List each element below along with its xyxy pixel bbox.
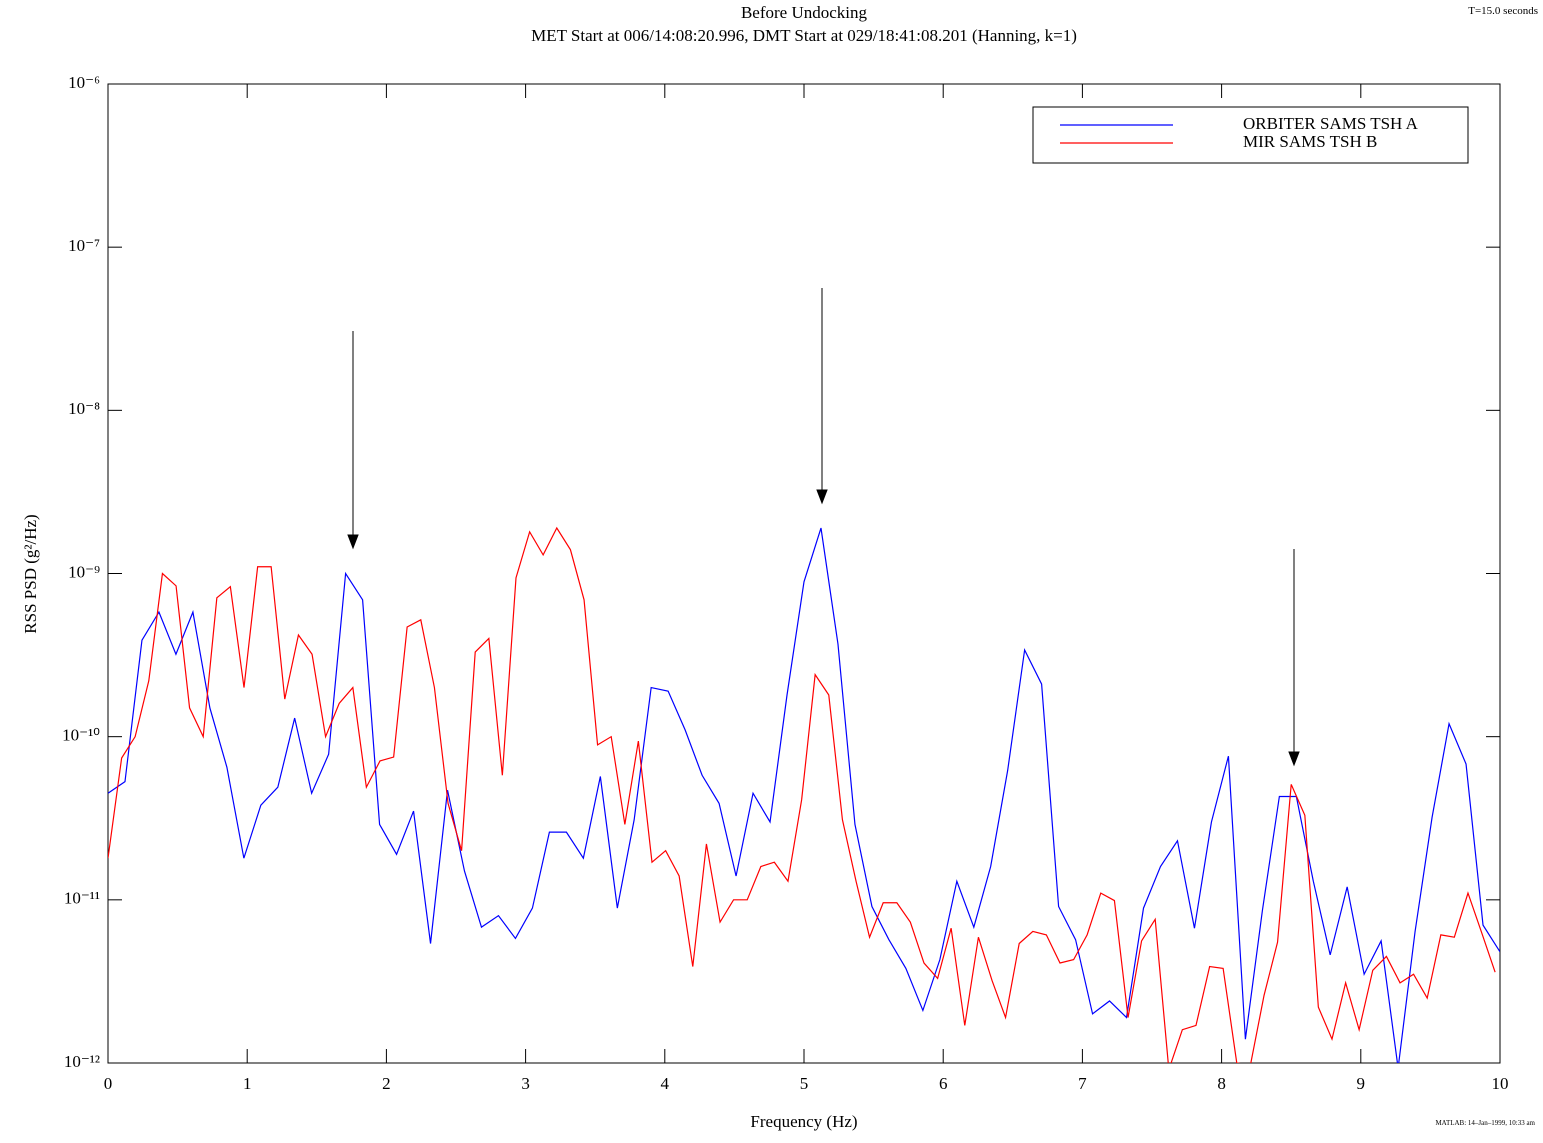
x-tick-label: 2 bbox=[382, 1074, 391, 1093]
legend-box bbox=[1032, 106, 1469, 164]
plot-frame bbox=[107, 83, 1501, 1064]
x-tick-label: 4 bbox=[661, 1074, 670, 1093]
x-tick-label: 0 bbox=[104, 1074, 113, 1093]
y-tick-label: 10⁻¹⁰ bbox=[62, 726, 100, 745]
x-tick-label: 7 bbox=[1078, 1074, 1087, 1093]
x-tick-label: 9 bbox=[1357, 1074, 1366, 1093]
chart-title: Before Undocking bbox=[741, 3, 868, 22]
legend-label: MIR SAMS TSH B bbox=[1243, 132, 1377, 151]
x-axis-label: Frequency (Hz) bbox=[750, 1112, 857, 1131]
y-tick-label: 10⁻⁸ bbox=[68, 399, 100, 418]
x-tick-label: 3 bbox=[521, 1074, 530, 1093]
x-tick-label: 8 bbox=[1217, 1074, 1226, 1093]
y-tick-label: 10⁻¹² bbox=[64, 1052, 100, 1071]
x-tick-label: 6 bbox=[939, 1074, 948, 1093]
corner-note: T=15.0 seconds bbox=[1468, 5, 1538, 17]
y-tick-label: 10⁻⁷ bbox=[68, 236, 100, 255]
chart-subtitle: MET Start at 006/14:08:20.996, DMT Start… bbox=[531, 26, 1077, 45]
plot-area bbox=[108, 526, 1500, 1063]
series-line bbox=[108, 526, 1496, 1063]
y-tick-label: 10⁻⁶ bbox=[68, 73, 100, 92]
y-tick-label: 10⁻⁹ bbox=[68, 562, 100, 581]
footer-note: MATLAB: 14–Jan–1999, 10:33 am bbox=[1435, 1119, 1535, 1127]
x-tick-label: 10 bbox=[1492, 1074, 1509, 1093]
x-tick-label: 5 bbox=[800, 1074, 809, 1093]
y-axis-label: RSS PSD (g²/Hz) bbox=[21, 514, 40, 633]
arrows bbox=[347, 288, 1300, 767]
arrow-head bbox=[347, 534, 359, 550]
series-line bbox=[108, 527, 1500, 1063]
x-tick-label: 1 bbox=[243, 1074, 252, 1093]
y-tick-label: 10⁻¹¹ bbox=[64, 889, 100, 908]
arrow-head bbox=[1288, 751, 1300, 767]
arrow-head bbox=[816, 489, 828, 505]
legend-label: ORBITER SAMS TSH A bbox=[1243, 114, 1419, 133]
